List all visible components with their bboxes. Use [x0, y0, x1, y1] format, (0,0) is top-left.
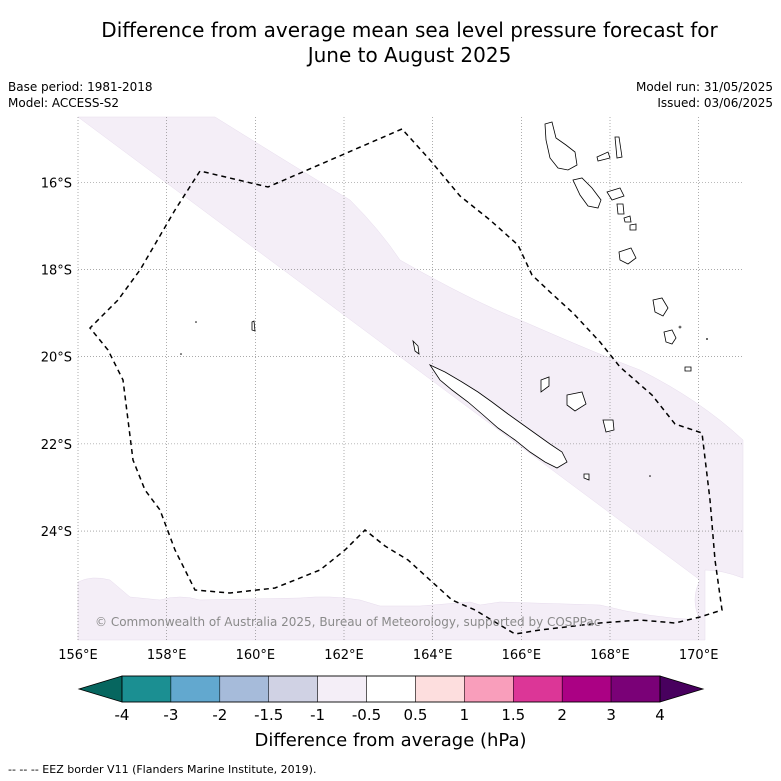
loyalty-island-mare [602, 419, 615, 433]
colorbar-tick-label: -4 [115, 706, 130, 724]
lat-tick-label: 18°S [41, 264, 72, 279]
colorbar-tick-label: 4 [655, 706, 665, 724]
colorbar-extend-low [77, 675, 123, 703]
vanuatu-ambae [596, 151, 611, 162]
isle-of-pines [583, 473, 590, 481]
vanuatu-small-islands [616, 203, 637, 231]
meta-right: Model run: 31/05/2025 Issued: 03/06/2025 [636, 79, 773, 111]
colorbar-title: Difference from average (hPa) [254, 730, 527, 751]
colorbar-swatch [415, 675, 465, 703]
colorbar-tick-label: 0.5 [404, 706, 428, 724]
colorbar-tick-label: 2 [557, 706, 567, 724]
lat-tick-label: 24°S [41, 525, 72, 540]
meta-left: Base period: 1981-2018 Model: ACCESS-S2 [8, 79, 153, 111]
chesterfield-islet [251, 320, 256, 332]
colorbar-tick-label: -1.5 [254, 706, 283, 724]
title-line-2: June to August 2025 [307, 43, 512, 67]
lon-tick-label: 164°E [413, 648, 453, 663]
colorbar-swatch [561, 675, 612, 703]
vanuatu-espiritu-santo [544, 121, 578, 171]
loyalty-island-lifou [566, 391, 587, 412]
model-run: Model run: 31/05/2025 [635, 80, 773, 94]
colorbar-swatch [219, 675, 269, 703]
base-period: Base period: 1981-2018 [8, 80, 153, 94]
vanuatu-tanna [663, 329, 677, 345]
lon-tick-label: 166°E [502, 648, 542, 663]
colorbar-swatch [170, 675, 221, 703]
colorbar-swatch [121, 675, 172, 703]
lon-tick-label: 162°E [324, 648, 364, 663]
map-title: Difference from average mean sea level p… [19, 18, 781, 68]
vanuatu-malakula [572, 177, 602, 209]
issued-date: Issued: 03/06/2025 [657, 96, 773, 110]
vanuatu-pentecost [606, 187, 625, 201]
lon-tick-label: 170°E [679, 648, 719, 663]
gridlines [77, 117, 743, 640]
islet-small-3 [678, 325, 682, 329]
colorbar-swatch [317, 675, 367, 703]
lat-tick-label: 22°S [41, 438, 72, 453]
colorbar-swatch [464, 675, 514, 703]
colorbar-tick-label: 1 [460, 706, 470, 724]
colorbar-extend-high [659, 675, 705, 703]
eez-border [88, 128, 723, 635]
colorbar-tick-label: -0.5 [352, 706, 381, 724]
colorbar-tick-label: -3 [163, 706, 178, 724]
vanuatu-aneityum [684, 366, 692, 372]
lat-tick-label: 20°S [41, 351, 72, 366]
colorbar-border [121, 675, 661, 703]
colorbar-swatch [513, 675, 563, 703]
vanuatu-erromango [652, 297, 669, 317]
islet-small-4 [706, 338, 708, 340]
colorbar-swatch [610, 675, 661, 703]
colorbar-swatch [268, 675, 318, 703]
islet-small-5 [649, 475, 651, 477]
loyalty-island-ouvea [540, 376, 550, 393]
eez-footnote: -- -- -- EEZ border V11 (Flanders Marine… [8, 763, 317, 776]
colorbar-tick-label: -2 [212, 706, 227, 724]
lon-tick-label: 158°E [147, 648, 187, 663]
lon-tick-label: 160°E [236, 648, 276, 663]
colorbar: -4 -3 -2 -1.5 -1 -0.5 0.5 1 1.5 2 3 4 [77, 675, 705, 724]
copyright-notice: © Commonwealth of Australia 2025, Bureau… [95, 615, 600, 629]
islet-small-2 [180, 353, 182, 355]
lon-tick-label: 168°E [590, 648, 630, 663]
colorbar-swatch [366, 675, 416, 703]
islet-small-1 [195, 321, 197, 323]
colorbar-tick-label: -1 [310, 706, 325, 724]
model-name: Model: ACCESS-S2 [8, 96, 120, 110]
axis-labels: 156°E 158°E 160°E 162°E 164°E 166°E 168°E 170°E… [41, 176, 719, 663]
vanuatu-maewo [614, 136, 623, 159]
colorbar-tick-label: 3 [606, 706, 616, 724]
lon-tick-label: 156°E [58, 648, 98, 663]
belep-islands [412, 339, 420, 355]
lat-tick-label: 16°S [41, 176, 72, 191]
colorbar-tick-label: 1.5 [501, 706, 525, 724]
title-line-1: Difference from average mean sea level p… [101, 18, 718, 42]
new-caledonia-island [428, 364, 568, 469]
vanuatu-efate [618, 247, 637, 265]
